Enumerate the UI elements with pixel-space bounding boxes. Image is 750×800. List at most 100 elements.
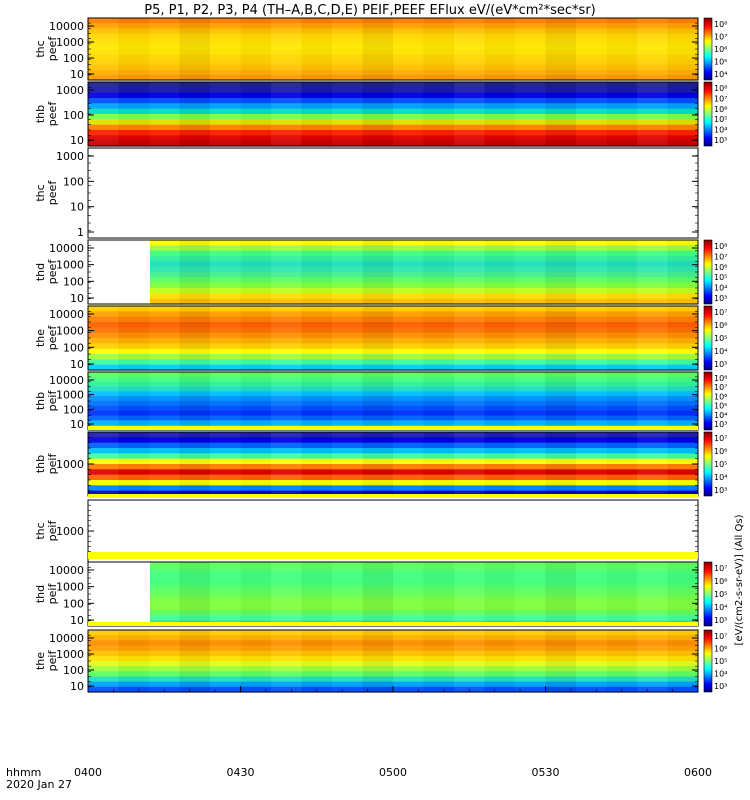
time-bin xyxy=(332,240,363,304)
heat-row xyxy=(88,650,698,657)
time-bin xyxy=(424,82,455,146)
time-bin xyxy=(515,372,546,430)
time-bin xyxy=(668,562,699,626)
time-bin xyxy=(241,630,272,692)
heat-row xyxy=(88,469,698,476)
x-tick-label: 0430 xyxy=(227,766,255,779)
colorbar-tick-label: 10³ xyxy=(714,616,727,625)
time-bin xyxy=(302,630,333,692)
heat-row xyxy=(88,364,698,371)
heat-row xyxy=(88,666,698,672)
separator-strip xyxy=(88,494,698,498)
heat-row xyxy=(88,655,698,662)
heat-row xyxy=(88,442,698,449)
time-bin xyxy=(241,432,272,496)
time-bin xyxy=(545,306,576,370)
time-bin xyxy=(271,432,302,496)
panel-label-probe: thd xyxy=(34,263,47,281)
y-tick-label: 100 xyxy=(63,597,84,610)
panel-label-product: peif xyxy=(46,453,59,475)
time-bin xyxy=(271,372,302,430)
time-bin xyxy=(271,562,302,626)
time-bin xyxy=(576,18,607,80)
time-bin xyxy=(607,372,638,430)
heat-row xyxy=(88,250,698,257)
heat-row xyxy=(88,562,698,568)
time-bin xyxy=(607,18,638,80)
colorbar-tick-label: 10⁵ xyxy=(714,402,727,411)
separator-strip xyxy=(88,552,698,556)
heat-row xyxy=(88,359,698,366)
time-bin xyxy=(332,630,363,692)
panel-9: 10000 1000 100 10 thd peif 10⁷ 10⁶ 10⁵ 10⁴ 10³ xyxy=(34,561,727,627)
separator-strip xyxy=(88,556,698,559)
x-axis-label-hhmm: hhmm xyxy=(6,766,41,779)
time-bin xyxy=(607,82,638,146)
colorbar xyxy=(703,431,713,497)
panel-10: 10000 1000 100 10 the peif 10⁷ 10⁶ 10⁵ 10⁴ 10³ xyxy=(34,629,727,693)
time-bin xyxy=(149,562,180,626)
panel-label-product: peif xyxy=(46,583,59,605)
heat-row xyxy=(88,610,698,616)
time-bin xyxy=(424,306,455,370)
y-tick-label: 100 xyxy=(63,275,84,288)
panel-label-product: peef xyxy=(46,259,59,285)
colorbar-tick-label: 10³ xyxy=(714,682,727,691)
y-tick-label: 100 xyxy=(63,52,84,65)
heat-row xyxy=(88,381,698,388)
time-bin xyxy=(607,306,638,370)
heat-row xyxy=(88,272,698,278)
heat-row xyxy=(88,288,698,294)
colorbar-tick-label: 10⁴ xyxy=(714,603,727,612)
heat-row xyxy=(88,293,698,300)
colorbar xyxy=(703,239,713,305)
time-bin xyxy=(545,240,576,304)
time-bin xyxy=(362,306,393,370)
time-bin xyxy=(515,432,546,496)
heat-row xyxy=(88,676,698,683)
panel-label-probe: the xyxy=(34,329,47,347)
heat-row xyxy=(88,588,698,595)
heat-row xyxy=(88,485,698,492)
heat-row xyxy=(88,298,698,305)
separator-strip xyxy=(88,426,698,430)
time-bin xyxy=(302,18,333,80)
time-bin xyxy=(393,240,424,304)
heat-row xyxy=(88,401,698,407)
time-bin xyxy=(545,432,576,496)
time-bin xyxy=(88,82,119,146)
time-bin xyxy=(424,630,455,692)
time-bin xyxy=(668,630,699,692)
time-bin xyxy=(210,562,241,626)
colorbar-tick-label: 10⁶ xyxy=(714,577,727,586)
heat-row xyxy=(88,140,698,147)
time-bin xyxy=(576,432,607,496)
panel-1: 10000 1000 100 10 thc peef 10⁸ 10⁷ 10⁶ 10⁵ 10⁴ xyxy=(34,17,727,81)
time-bin xyxy=(179,82,210,146)
colorbar-tick-label: 10⁸ xyxy=(714,242,727,251)
heat-row xyxy=(88,572,698,579)
time-bin xyxy=(607,240,638,304)
time-bin xyxy=(454,306,485,370)
panel-label-product: peef xyxy=(46,180,59,206)
panel-label-probe: thb xyxy=(34,105,47,123)
y-tick-label: 1000 xyxy=(56,389,84,402)
heat-row xyxy=(88,448,698,454)
heat-row xyxy=(88,464,698,470)
heat-row xyxy=(88,266,698,273)
time-bin xyxy=(119,82,150,146)
chart-title: P5, P1, P2, P3, P4 (TH–A,B,C,D,E) PEIF,P… xyxy=(144,3,595,18)
time-bin xyxy=(362,240,393,304)
colorbar-tick-label: 10³ xyxy=(714,136,727,145)
colorbar-tick-label: 10⁷ xyxy=(714,252,727,261)
heat-row xyxy=(88,458,698,465)
heat-row xyxy=(88,64,698,71)
panel-label-probe: thc xyxy=(34,522,47,539)
colorbar-tick-label: 10⁷ xyxy=(714,564,727,573)
time-bin xyxy=(119,432,150,496)
time-bin xyxy=(515,630,546,692)
colorbar-tick-label: 10⁷ xyxy=(714,632,727,641)
time-bin xyxy=(424,240,455,304)
panel-label-product: peef xyxy=(46,36,59,62)
time-bin xyxy=(271,82,302,146)
